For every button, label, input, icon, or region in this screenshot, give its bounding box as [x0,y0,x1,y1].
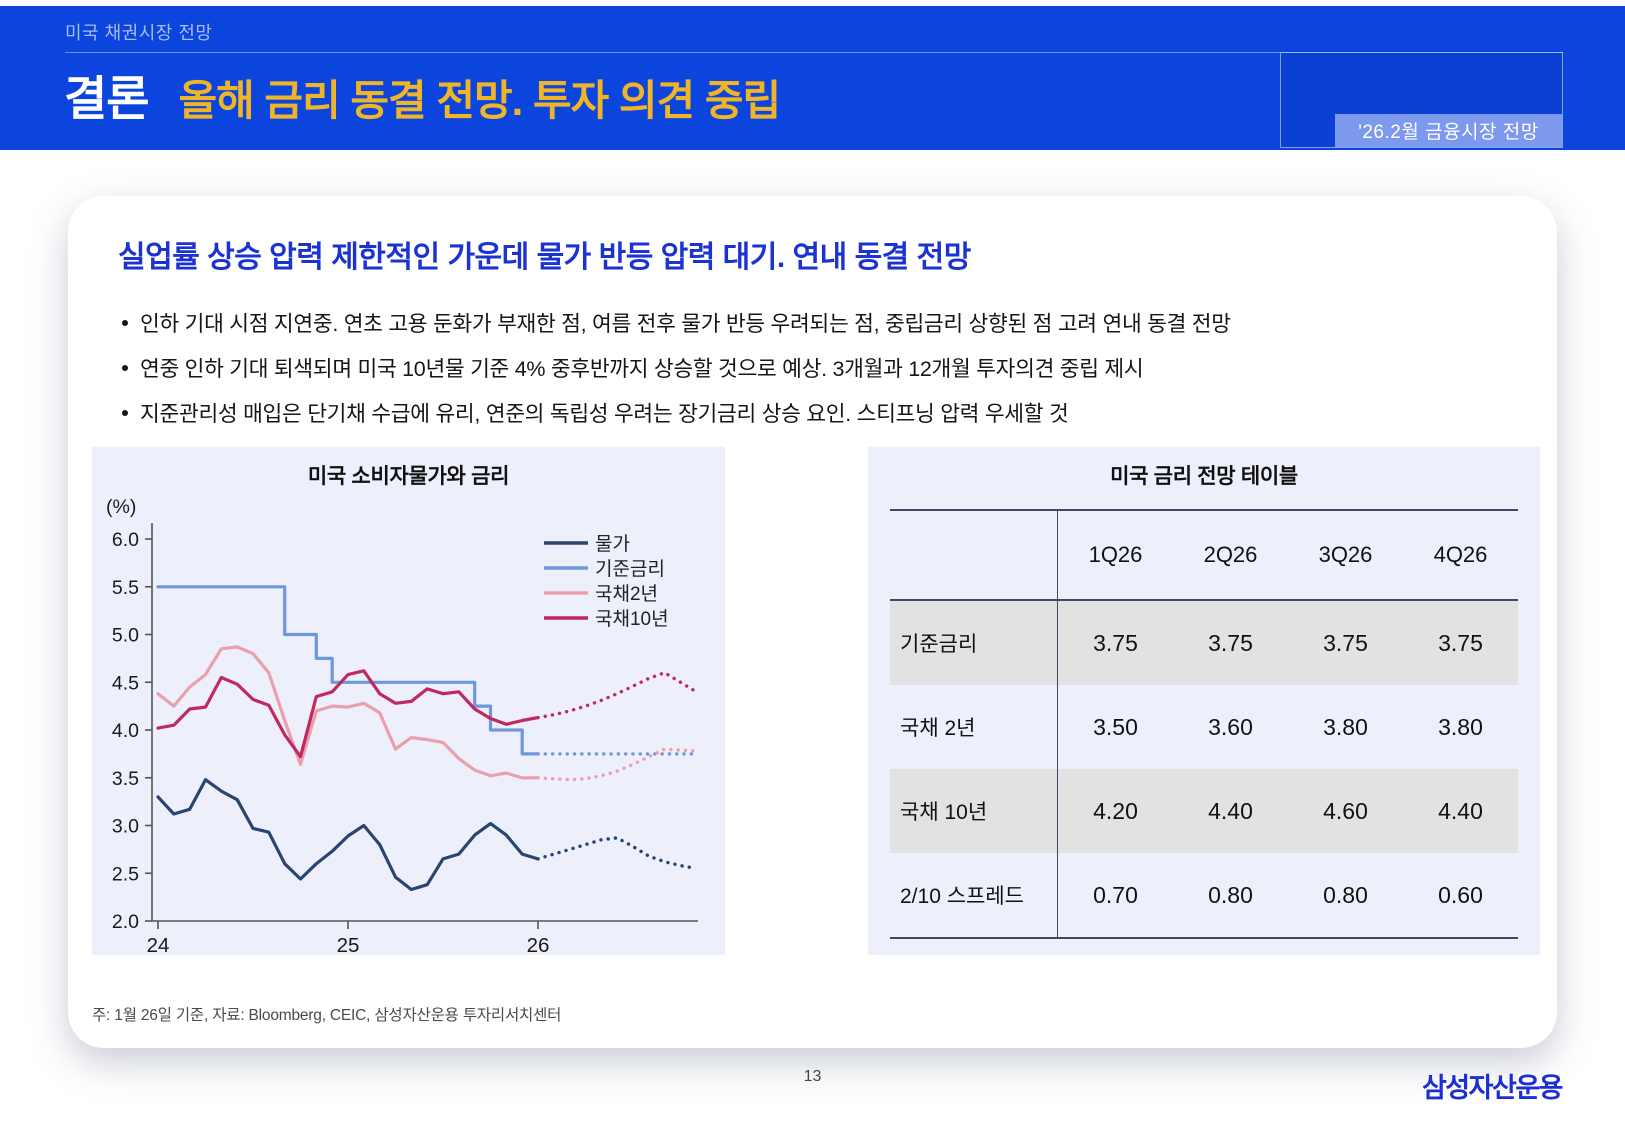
table-value: 3.50 [1093,713,1138,740]
table-row: 국채 2년 3.50 3.60 3.80 3.80 [890,685,1518,769]
bullet-item: 인하 기대 시점 지연중. 연초 고용 둔화가 부재한 점, 여름 전후 물가 … [120,300,1231,345]
table-value: 4.60 [1323,797,1368,824]
svg-text:3.0: 3.0 [112,816,139,838]
bullet-dot-icon [122,364,128,371]
table-title: 미국 금리 전망 테이블 [1110,465,1298,488]
slide-title-main: 올해 금리 동결 전망. 투자 의견 중립 [178,77,781,124]
svg-text:25: 25 [337,934,360,955]
forecast-table-header: 1Q26 2Q26 3Q26 4Q26 [890,511,1518,601]
table-row: 기준금리 3.75 3.75 3.75 3.75 [890,601,1518,685]
eyebrow-label: 미국 채권시장 전망 [65,23,213,43]
forecast-table-body: 기준금리 3.75 3.75 3.75 3.75 국채 2년 3.50 3.60 3.80 3.8… [890,601,1518,937]
table-value: 0.70 [1093,881,1138,908]
table-value: 0.60 [1438,881,1483,908]
svg-text:기준금리: 기준금리 [595,558,665,580]
chart-title: 미국 소비자물가와 금리 [307,465,510,488]
table-value: 3.75 [1323,629,1368,656]
page-number: 13 [803,1068,822,1085]
section-heading: 실업률 상승 압력 제한적인 가운데 물가 반등 압력 대기. 연내 동결 전망 [118,241,971,274]
company-logo: 삼성자산운용 [1421,1073,1564,1103]
content-card: 실업률 상승 압력 제한적인 가운데 물가 반등 압력 대기. 연내 동결 전망… [68,196,1557,1048]
row-label: 국채 2년 [890,685,1058,769]
eyebrow-rule [65,52,1563,53]
header-band: 미국 채권시장 전망 결론 올해 금리 동결 전망. 투자 의견 중립 '26.… [0,6,1625,150]
table-column-header: 3Q26 [1318,542,1373,567]
forecast-table: 1Q26 2Q26 3Q26 4Q26 기준금리 3.75 3.75 3.75 3.75 국채 … [890,509,1518,939]
table-value: 3.60 [1208,713,1253,740]
bullet-dot-icon [122,409,128,416]
bullet-text: 연중 인하 기대 퇴색되며 미국 10년물 기준 4% 중후반까지 상승할 것으… [140,357,1144,381]
svg-text:6.0: 6.0 [112,529,139,551]
table-column-header: 4Q26 [1433,542,1488,567]
rate-forecast-table-panel: 미국 금리 전망 테이블 1Q26 2Q26 3Q26 4Q26 기준금리 3.75 3.… [868,447,1540,955]
slide-title: 결론 올해 금리 동결 전망. 투자 의견 중립 [64,60,781,129]
corner-outline-box: '26.2월 금융시장 전망 [1280,52,1563,148]
svg-text:4.5: 4.5 [112,672,139,694]
svg-text:4.0: 4.0 [112,720,139,742]
bullet-text: 인하 기대 시점 지연중. 연초 고용 둔화가 부재한 점, 여름 전후 물가 … [140,312,1231,336]
svg-text:5.0: 5.0 [112,625,139,647]
table-value: 4.40 [1438,797,1483,824]
bullet-text: 지준관리성 매입은 단기채 수급에 유리, 연준의 독립성 우려는 장기금리 상… [140,402,1069,426]
svg-text:24: 24 [147,934,170,955]
table-value: 0.80 [1208,881,1253,908]
svg-text:물가: 물가 [595,533,630,555]
cpi-rates-chart-svg: 6.0 5.5 5.0 4.5 4.0 3.5 3.0 2.5 2.0 24 25 26 (%) 물가기준… [106,496,698,955]
svg-text:(%): (%) [106,496,136,518]
svg-text:2.5: 2.5 [112,863,139,885]
table-column-header: 2Q26 [1203,542,1258,567]
bullet-item: 연중 인하 기대 퇴색되며 미국 10년물 기준 4% 중후반까지 상승할 것으… [120,345,1231,390]
svg-text:3.5: 3.5 [112,768,139,790]
table-value: 3.75 [1438,629,1483,656]
table-value: 0.80 [1323,881,1368,908]
table-value: 4.40 [1208,797,1253,824]
table-value: 3.80 [1323,713,1368,740]
bullet-item: 지준관리성 매입은 단기채 수급에 유리, 연준의 독립성 우려는 장기금리 상… [120,390,1231,435]
table-row: 국채 10년 4.20 4.40 4.60 4.40 [890,769,1518,853]
bullet-dot-icon [122,319,128,326]
row-label: 국채 10년 [890,769,1058,853]
source-note: 주: 1월 26일 기준, 자료: Bloomberg, CEIC, 삼성자산운… [92,1007,562,1024]
slide-title-prefix: 결론 [64,72,149,125]
svg-text:5.5: 5.5 [112,577,139,599]
row-label: 2/10 스프레드 [890,853,1058,937]
svg-text:국채10년: 국채10년 [595,608,669,630]
table-value: 3.80 [1438,713,1483,740]
svg-text:국채2년: 국채2년 [595,583,658,605]
row-label: 기준금리 [890,601,1058,685]
report-tag: '26.2월 금융시장 전망 [1335,114,1562,147]
table-row: 2/10 스프레드 0.70 0.80 0.80 0.60 [890,853,1518,937]
table-column-header: 1Q26 [1088,542,1143,567]
table-value: 3.75 [1093,629,1138,656]
table-value: 4.20 [1093,797,1138,824]
bullet-list: 인하 기대 시점 지연중. 연초 고용 둔화가 부재한 점, 여름 전후 물가 … [120,300,1231,435]
table-corner-cell [890,511,1058,599]
svg-text:26: 26 [527,934,550,955]
svg-text:2.0: 2.0 [112,911,139,933]
table-value: 3.75 [1208,629,1253,656]
